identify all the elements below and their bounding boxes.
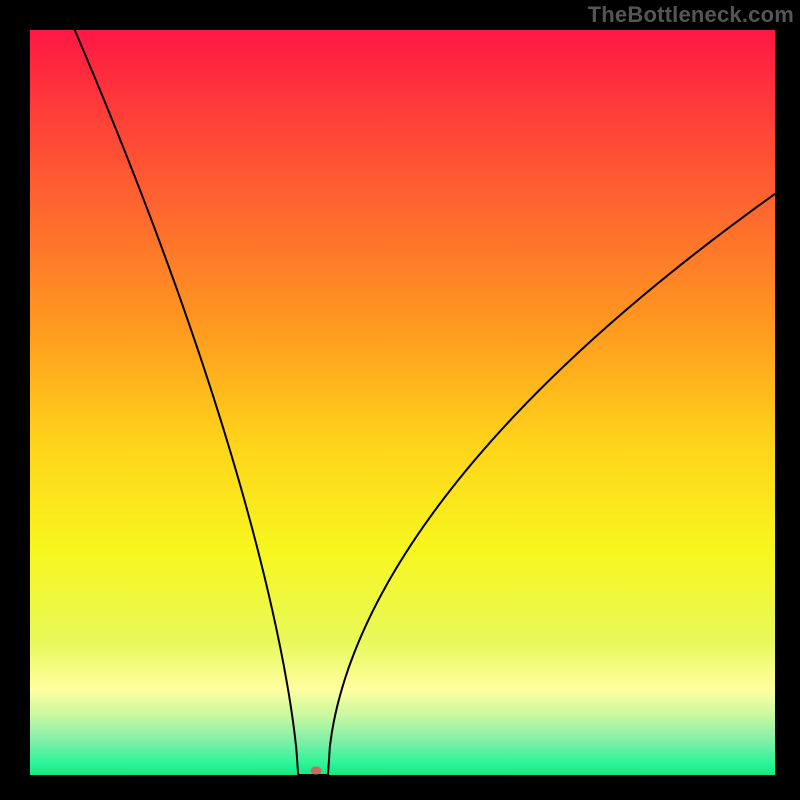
chart-wrap: TheBottleneck.com (0, 0, 800, 800)
plot-area (30, 30, 775, 775)
watermark-text: TheBottleneck.com (588, 2, 794, 28)
bottleneck-chart (0, 0, 800, 800)
optimal-point-marker (311, 767, 322, 775)
